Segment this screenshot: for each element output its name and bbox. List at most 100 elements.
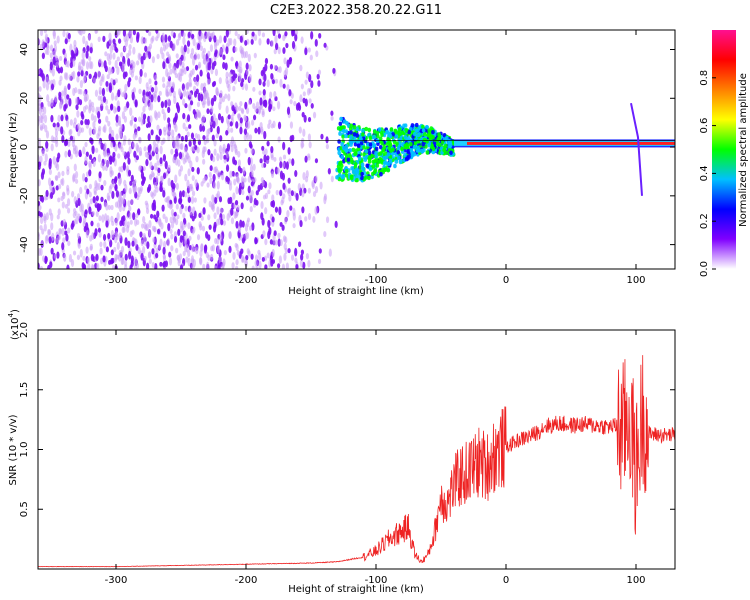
spectrogram-noise-cell	[201, 149, 205, 159]
spectrogram-noise-cell	[38, 69, 41, 75]
spectrogram-noise-cell	[84, 155, 88, 165]
spectrogram-noise-cell	[80, 69, 84, 77]
spectrogram-noise-cell	[94, 89, 99, 97]
spectrogram-noise-cell	[97, 70, 101, 79]
spectrogram-noise-cell	[175, 203, 179, 210]
spectrogram-noise-cell	[38, 179, 41, 187]
spectrogram-transition-cell	[396, 145, 401, 151]
spectrogram-noise-cell	[230, 114, 234, 121]
spectrogram-noise-cell	[283, 57, 287, 65]
spectrogram-noise-cell	[125, 224, 130, 233]
spectrogram-noise-cell	[159, 238, 163, 247]
spectrogram-noise-cell	[79, 79, 84, 89]
spectrogram-noise-cell	[107, 232, 111, 240]
spectrogram-noise-cell	[127, 240, 131, 249]
spectrogram-noise-cell	[134, 75, 138, 81]
spectrogram-noise-cell	[39, 155, 43, 164]
spectrogram-noise-cell	[225, 105, 229, 115]
spectrogram-transition-cell	[375, 163, 380, 168]
spectrogram-transition-cell	[375, 130, 380, 136]
spectrogram-noise-cell	[207, 214, 211, 221]
spectrogram-noise-cell	[167, 98, 171, 107]
snr-series-line	[37, 355, 676, 568]
spectrogram-noise-cell	[276, 168, 280, 174]
spectrogram-noise-cell	[50, 143, 54, 152]
spectrogram-noise-cell	[122, 151, 126, 157]
spectrogram-noise-cell	[196, 234, 201, 241]
spectrogram-noise-cell	[239, 126, 243, 135]
spectrogram-noise-cell	[150, 86, 155, 93]
spectrogram-noise-cell	[107, 66, 112, 76]
spectrogram-noise-cell	[101, 73, 105, 83]
spectrogram-noise-cell	[120, 146, 124, 153]
spectrogram-noise-cell	[45, 212, 49, 221]
spectrogram-noise-cell	[138, 88, 142, 95]
spectrogram-transition-cell	[376, 134, 380, 139]
spectrogram-noise-cell	[263, 154, 267, 163]
spectrogram-noise-cell	[123, 115, 127, 123]
snr-y-tick-label: 1.5	[19, 382, 30, 398]
spectrogram-noise-cell	[282, 182, 286, 190]
spectrogram-noise-cell	[106, 152, 110, 158]
spectrogram-noise-cell	[201, 50, 205, 60]
spectrogram-noise-cell	[271, 216, 275, 223]
spectrogram-noise-cell	[199, 69, 203, 77]
spectrogram-noise-cell	[299, 259, 304, 268]
spectrogram-noise-cell	[167, 164, 171, 172]
spectrogram-noise-cell	[171, 64, 176, 74]
spectrogram-transition-cell	[364, 175, 368, 180]
spectrogram-noise-cell	[182, 250, 186, 257]
spectrogram-noise-cell	[289, 205, 293, 211]
spectrogram-transition-cell	[349, 130, 353, 135]
spectrogram-noise-cell	[194, 179, 198, 188]
spectrogram-noise-cell	[183, 146, 187, 153]
spectrogram-noise-cell	[192, 37, 196, 47]
spectrogram-noise-cell	[174, 174, 178, 184]
spectrogram-noise-cell	[182, 32, 186, 38]
colorbar-label: Normalized spectral amplitude	[738, 73, 749, 227]
spectrogram-noise-cell	[307, 187, 311, 194]
spectrogram-noise-cell	[136, 60, 140, 66]
spectrogram-transition-cell	[415, 128, 420, 133]
spectrogram-noise-cell	[226, 80, 230, 89]
spectrogram-noise-cell	[185, 82, 190, 91]
spectrogram-noise-cell	[171, 129, 175, 138]
spectrogram-noise-cell	[230, 101, 234, 107]
spectrogram-noise-cell	[270, 200, 274, 208]
spectrogram-noise-cell	[278, 66, 282, 74]
spectrogram-noise-cell	[104, 51, 108, 57]
spectrogram-noise-cell	[215, 132, 219, 139]
spectrogram-transition-cell	[355, 177, 359, 183]
spectrogram-noise-cell	[114, 78, 118, 84]
spectrogram-noise-cell	[273, 90, 277, 98]
spectrogram-noise-cell	[207, 127, 211, 135]
spectrogram-transition-cell	[444, 143, 448, 149]
spectrogram-noise-cell	[118, 193, 123, 201]
spectrogram-noise-cell	[148, 219, 152, 229]
spectrogram-noise-cell	[72, 211, 76, 219]
snr-y-multiplier: (x104)	[7, 309, 21, 340]
spectrogram-noise-cell	[130, 174, 134, 182]
spectrogram-noise-cell	[221, 96, 226, 103]
spectrogram-noise-cell	[227, 197, 231, 205]
spectrogram-noise-cell	[187, 196, 192, 203]
spectrogram-noise-cell	[54, 174, 58, 181]
spectrogram-noise-cell	[86, 188, 90, 195]
spectrogram-noise-cell	[170, 30, 174, 37]
spectrogram-noise-cell	[212, 113, 216, 122]
spectrogram-noise-cell	[290, 254, 295, 261]
spectrogram-noise-cell	[110, 215, 114, 223]
spectrogram-noise-cell	[123, 260, 128, 267]
spectrogram-noise-cell	[128, 44, 132, 50]
spectrogram-noise-cell	[300, 36, 304, 44]
spectrogram-noise-cell	[91, 211, 95, 216]
spectrogram-noise-cell	[216, 237, 220, 245]
spectrogram-transition-cell	[409, 141, 413, 147]
spectrogram-noise-cell	[152, 199, 156, 208]
spectrogram-noise-cell	[96, 222, 100, 228]
spectrogram-noise-cell	[39, 195, 43, 202]
spectrogram-noise-cell	[233, 38, 237, 47]
spectrogram-noise-cell	[319, 181, 323, 190]
spectrogram-transition-cell	[339, 163, 344, 169]
spectrogram-noise-cell	[105, 220, 109, 228]
